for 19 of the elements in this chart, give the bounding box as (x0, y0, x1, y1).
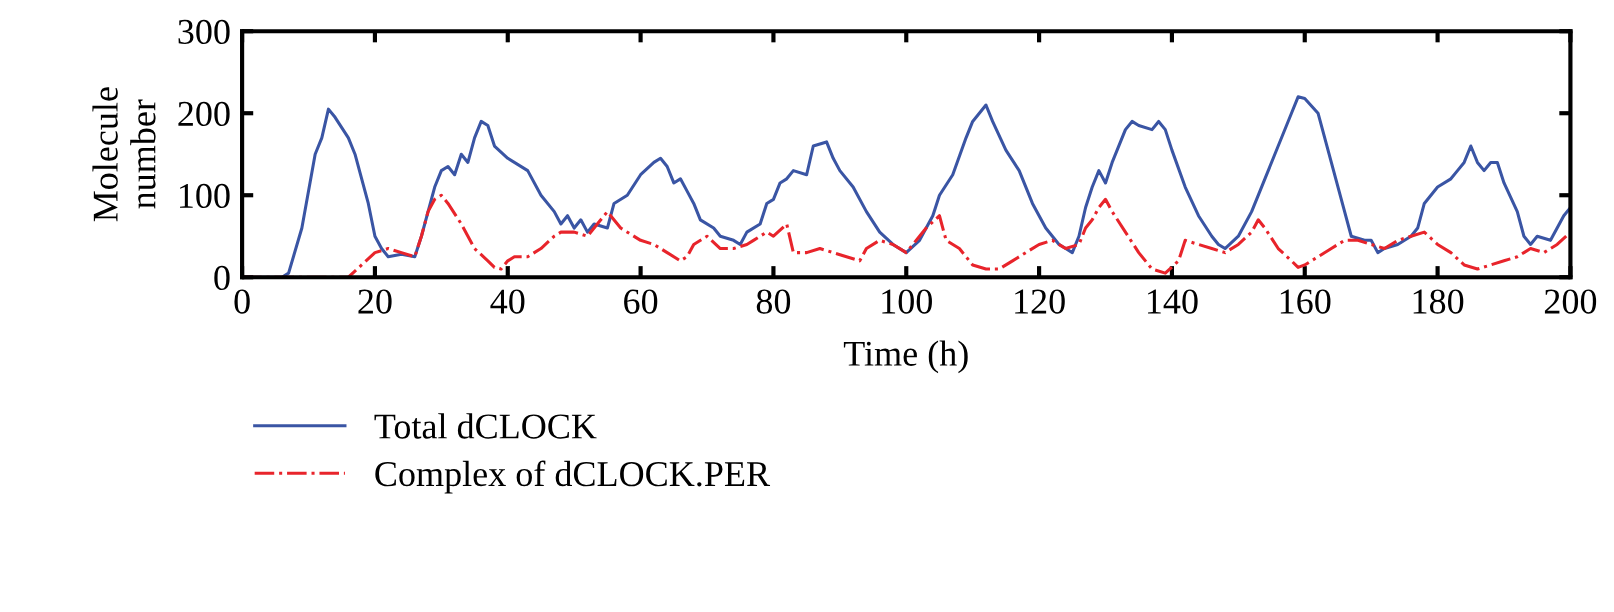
y-tick-label: 0 (214, 265, 230, 291)
x-tick-label: 80 (756, 289, 791, 314)
x-tick-label: 60 (624, 289, 658, 314)
y-tick-label: 200 (178, 101, 230, 127)
y-tick-label: 100 (180, 183, 230, 209)
legend-label: Complex of dCLOCK.PER (375, 460, 771, 494)
x-tick-label: 0 (234, 289, 250, 314)
legend-label: Total dCLOCK (374, 413, 597, 439)
y-tick-label: 300 (178, 19, 230, 45)
x-tick-label: 100 (882, 289, 932, 314)
y-axis-title: Molecule number (92, 87, 156, 222)
x-tick-label: 160 (1280, 289, 1331, 314)
x-tick-label: 140 (1148, 289, 1198, 314)
x-tick-label: 120 (1015, 289, 1065, 314)
x-tick-label: 20 (358, 289, 392, 314)
x-tick-label: 180 (1413, 289, 1464, 314)
x-tick-label: 200 (1544, 289, 1597, 314)
x-tick-label: 40 (490, 289, 525, 314)
x-axis-title: Time (h) (843, 340, 968, 374)
